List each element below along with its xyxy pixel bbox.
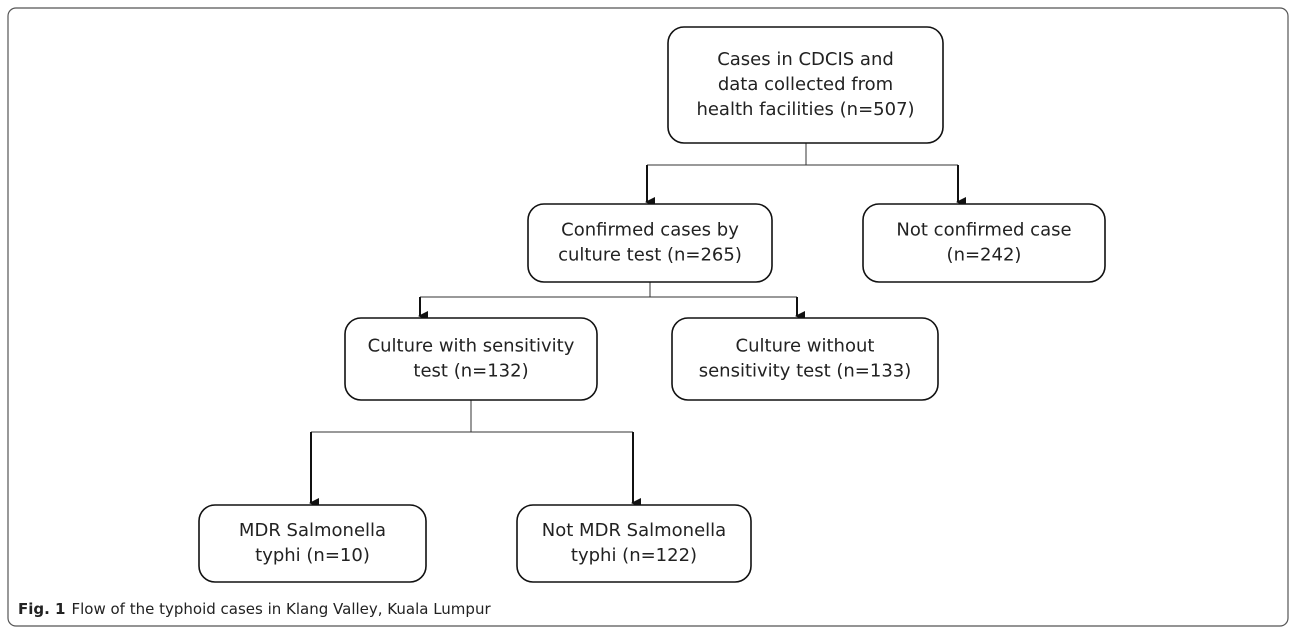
node: MDR Salmonella typhi (n=10) [198,504,427,583]
connectors [309,143,966,508]
node-text: health facilities (n=507) [696,99,914,120]
caption: Fig. 1 Flow of the typhoid cases in Klang… [18,600,491,618]
node-text: Culture without [736,336,875,357]
node-text: test (n=132) [413,361,528,382]
node-text: data collected from [718,74,893,95]
node-text: Culture with sensitivity [368,336,575,357]
node-box [516,504,752,583]
frame [7,7,1289,627]
node-box [862,203,1106,283]
node-box [671,317,939,401]
node-box [527,203,773,283]
node-text: typhi (n=10) [255,545,370,566]
node: Culture with sensitivity test (n=132) [344,317,598,401]
node-text: Not confirmed case [896,220,1071,241]
node-text: Confirmed cases by [561,220,739,241]
node: Not MDR Salmonella typhi (n=122) [516,504,752,583]
node: Cases in CDCIS and data collected from hea… [667,26,944,144]
node-box [667,26,944,144]
caption-label: Fig. 1 [18,600,65,618]
node-text: MDR Salmonella [239,520,386,541]
caption-text: Flow of the typhoid cases in Klang Valle… [71,600,491,618]
node-text: (n=242) [947,245,1022,266]
node-text: Not MDR Salmonella [542,520,726,541]
node-text: typhi (n=122) [571,545,697,566]
node-text: Cases in CDCIS and [717,49,894,70]
node: Confirmed cases by culture test (n=265) [527,203,773,283]
node-box [344,317,598,401]
node: Not confirmed case (n=242) [862,203,1106,283]
node-text: sensitivity test (n=133) [699,361,912,382]
node-box [198,504,427,583]
node-text: culture test (n=265) [558,245,742,266]
node: Culture without sensitivity test (n=133) [671,317,939,401]
